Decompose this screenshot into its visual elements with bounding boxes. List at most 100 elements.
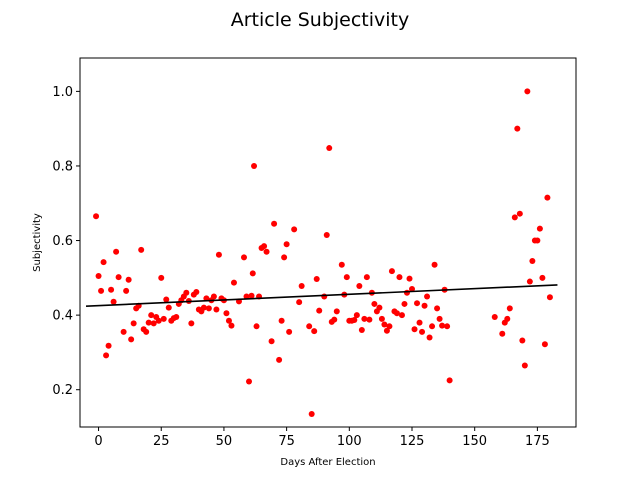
data-point — [444, 323, 451, 330]
data-point — [511, 214, 518, 221]
data-point — [536, 225, 543, 232]
data-point — [434, 305, 441, 312]
chart-title: Article Subjectivity — [231, 9, 410, 31]
data-point — [499, 330, 506, 337]
data-point — [544, 194, 551, 201]
data-point — [529, 258, 536, 265]
data-point — [331, 316, 338, 323]
data-point — [388, 268, 395, 275]
data-point — [263, 248, 270, 255]
data-point — [251, 162, 258, 169]
data-point — [316, 307, 323, 314]
data-point — [193, 289, 200, 295]
data-point — [143, 328, 150, 335]
data-point — [323, 231, 330, 238]
data-point — [439, 322, 446, 329]
data-point — [125, 276, 132, 283]
data-point — [103, 352, 110, 359]
data-point — [524, 88, 531, 95]
x-tick-label: 150 — [462, 434, 487, 449]
data-point — [268, 338, 275, 345]
data-point — [138, 246, 145, 253]
data-point — [271, 220, 278, 227]
data-point — [541, 341, 548, 348]
data-point — [283, 241, 290, 248]
data-point — [100, 259, 107, 266]
data-point — [419, 328, 426, 335]
x-tick-label: 75 — [278, 434, 295, 449]
data-point — [376, 304, 383, 311]
data-point — [414, 300, 421, 307]
data-point — [411, 326, 418, 333]
data-point — [378, 315, 385, 322]
data-point — [286, 328, 293, 335]
y-tick-label: 0.8 — [52, 159, 73, 174]
data-point — [313, 275, 320, 282]
data-point — [371, 300, 378, 307]
y-tick-label: 0.2 — [52, 383, 73, 398]
x-tick-label: 175 — [525, 434, 550, 449]
data-point — [276, 356, 283, 363]
data-point — [306, 323, 313, 330]
data-point — [491, 313, 498, 320]
data-point — [519, 337, 526, 344]
data-point — [298, 283, 305, 290]
plot-frame — [79, 57, 577, 428]
x-tick-label: 50 — [216, 434, 233, 449]
data-point — [416, 319, 423, 326]
data-point — [225, 317, 232, 324]
data-point — [98, 287, 105, 294]
data-point — [183, 289, 190, 296]
data-point — [426, 334, 433, 341]
data-point — [526, 278, 533, 285]
data-point — [516, 210, 523, 217]
data-point — [396, 274, 403, 281]
data-point — [173, 313, 180, 320]
data-point — [281, 254, 288, 261]
data-point — [393, 310, 400, 317]
data-point — [366, 316, 373, 323]
data-point — [361, 315, 368, 322]
data-point — [333, 308, 340, 315]
data-point — [424, 293, 431, 300]
data-point — [356, 283, 363, 290]
data-point — [261, 243, 268, 250]
data-point — [338, 261, 345, 268]
data-point — [241, 254, 247, 261]
data-point — [291, 226, 298, 233]
data-point — [539, 274, 546, 281]
plot-area — [85, 88, 558, 417]
data-point — [504, 315, 511, 322]
data-point — [409, 286, 415, 293]
data-point — [128, 336, 135, 343]
data-point — [210, 293, 217, 300]
data-point — [223, 310, 230, 317]
data-point — [406, 275, 413, 282]
data-point — [521, 362, 528, 369]
data-point — [381, 321, 388, 328]
data-point — [403, 289, 410, 296]
data-point — [115, 274, 122, 281]
data-point — [514, 125, 521, 132]
data-point — [95, 272, 102, 279]
data-point — [163, 296, 170, 303]
data-point — [506, 305, 513, 312]
axis-ticks: 0 25 50 75 100 125 150 175 0.2 0.4 0.6 0.8 1.0 — [52, 85, 549, 449]
data-point — [363, 274, 370, 281]
data-point — [249, 270, 256, 277]
data-point — [446, 377, 453, 384]
data-point — [148, 312, 155, 319]
data-point — [278, 317, 285, 324]
data-point — [534, 237, 541, 244]
data-point — [213, 306, 220, 313]
x-axis-label: Days After Election — [280, 457, 375, 468]
data-point — [358, 327, 365, 334]
data-point — [158, 274, 165, 281]
x-tick-label: 125 — [400, 434, 425, 449]
data-point — [155, 317, 162, 324]
data-point — [188, 320, 195, 327]
data-point — [228, 322, 235, 329]
data-point — [386, 323, 393, 330]
data-point — [353, 312, 360, 319]
